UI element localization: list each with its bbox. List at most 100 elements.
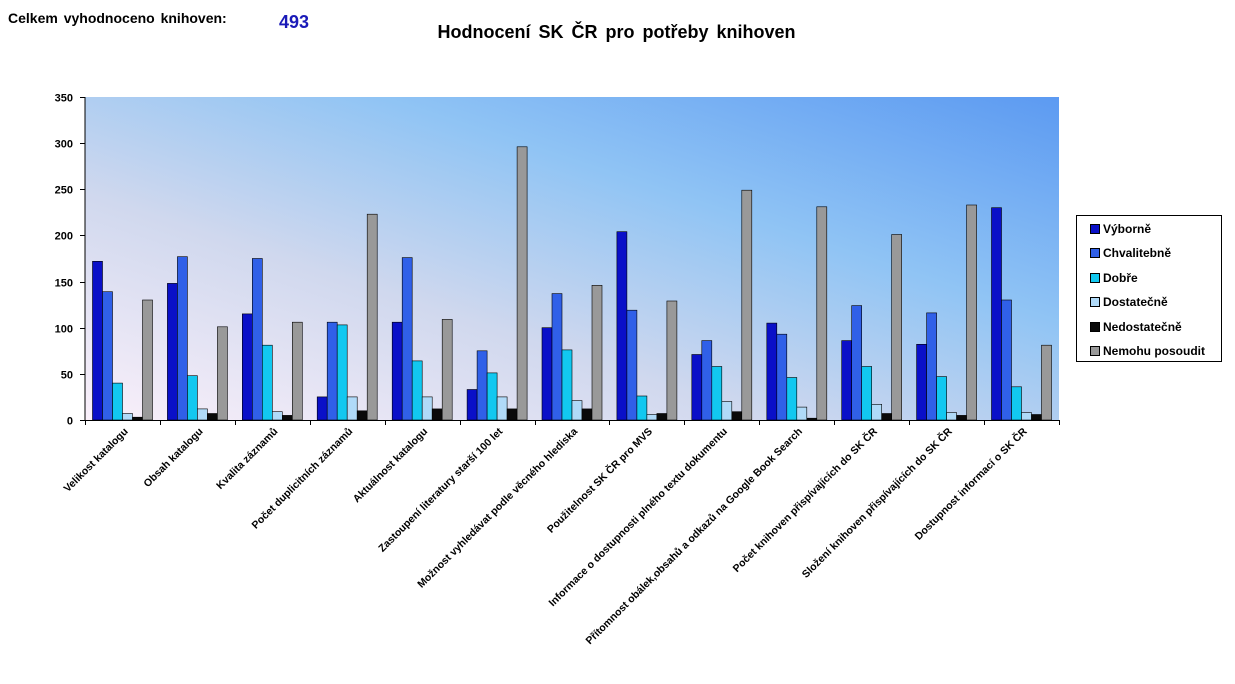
legend-swatch [1090, 272, 1100, 283]
bar-4-9 [721, 401, 733, 421]
bar-4-1 [122, 413, 133, 421]
bar-6-10 [816, 206, 828, 421]
bar-3-10 [786, 377, 798, 421]
bar-2-2 [177, 256, 188, 421]
y-tick-label: 0 [67, 416, 73, 428]
legend-item-3: Dobře [1090, 270, 1138, 286]
bar-2-11 [851, 305, 863, 421]
bar-1-4 [316, 396, 328, 421]
bar-5-7 [581, 408, 593, 421]
bar-5-3 [281, 415, 293, 421]
total-evaluated-label: Celkem vyhodnoceno knihoven: [8, 10, 227, 26]
legend-label: Dostatečně [1103, 295, 1168, 310]
y-tick-label: 200 [55, 231, 73, 243]
bar-6-6 [516, 146, 528, 421]
bar-2-12 [926, 312, 937, 421]
bar-2-9 [701, 340, 713, 421]
bar-2-3 [252, 258, 263, 421]
bar-2-8 [626, 309, 638, 421]
legend-item-4: Dostatečně [1090, 294, 1168, 310]
bar-1-9 [691, 354, 703, 421]
bar-6-4 [366, 213, 378, 421]
bar-2-13 [1001, 299, 1012, 421]
y-tick-label: 350 [55, 93, 73, 105]
bar-5-11 [881, 413, 893, 421]
bar-3-4 [336, 324, 348, 421]
bar-5-12 [956, 415, 967, 421]
bar-4-2 [197, 408, 208, 421]
bar-3-6 [486, 372, 498, 421]
legend-label: Dobře [1103, 270, 1138, 285]
bar-4-8 [646, 414, 658, 421]
legend-swatch [1090, 297, 1100, 308]
legend-item-5: Nedostatečně [1090, 319, 1182, 335]
bar-6-12 [966, 204, 977, 421]
legend-swatch [1090, 224, 1100, 234]
bar-2-1 [102, 291, 113, 421]
bar-1-12 [916, 343, 927, 421]
category-label-2: Obsah katalogu [141, 426, 205, 490]
bar-3-8 [636, 395, 648, 421]
bar-1-6 [466, 389, 478, 421]
legend-swatch [1090, 248, 1100, 259]
bar-4-3 [271, 411, 283, 421]
bar-3-3 [261, 344, 273, 421]
total-evaluated-value: 493 [279, 12, 310, 32]
bar-4-11 [871, 403, 883, 421]
bar-3-9 [711, 366, 723, 421]
bar-4-10 [796, 406, 808, 421]
bar-4-4 [346, 396, 358, 421]
y-tick-label: 300 [55, 139, 73, 151]
bar-5-2 [207, 413, 218, 421]
bar-5-1 [132, 416, 143, 421]
bar-6-1 [142, 299, 153, 421]
bar-2-6 [476, 350, 488, 421]
bar-6-7 [591, 284, 603, 421]
legend-swatch [1090, 321, 1100, 332]
legend-label: Nedostatečně [1103, 319, 1182, 334]
chart-title: Hodnocení SK ČR pro potřeby knihoven [437, 22, 796, 42]
bar-4-5 [421, 396, 433, 421]
bar-6-5 [441, 319, 453, 421]
bar-1-1 [92, 260, 103, 421]
bar-1-2 [167, 283, 178, 421]
category-label-9: Informace o dostupnosti plného textu dok… [547, 426, 730, 609]
bar-1-11 [841, 340, 853, 421]
bar-2-7 [551, 293, 563, 421]
y-tick-label: 150 [55, 278, 73, 290]
legend-label: Výborně [1103, 222, 1152, 236]
bar-6-13 [1041, 344, 1052, 421]
bar-4-13 [1021, 412, 1032, 421]
bar-3-2 [187, 375, 198, 421]
legend-item-6: Nemohu posoudit [1090, 343, 1205, 359]
category-label-11: Počet knihoven přispívajících do SK ČR [730, 425, 880, 575]
legend-label: Nemohu posoudit [1103, 344, 1205, 358]
bar-4-12 [946, 412, 957, 421]
bar-6-3 [291, 321, 303, 421]
bar-2-4 [326, 321, 338, 421]
bar-1-13 [991, 207, 1002, 421]
bar-3-1 [112, 382, 123, 421]
bar-3-11 [861, 366, 873, 421]
bar-1-3 [242, 313, 253, 421]
bar-3-5 [411, 360, 423, 421]
bar-6-11 [891, 234, 903, 421]
legend-label: Chvalitebně [1103, 246, 1172, 261]
bar-3-13 [1011, 386, 1022, 421]
bar-2-10 [776, 333, 788, 421]
bar-5-10 [806, 417, 818, 421]
bar-5-4 [356, 410, 368, 421]
bar-5-13 [1031, 414, 1042, 421]
bar-5-6 [506, 408, 518, 421]
bar-4-7 [571, 400, 583, 421]
bar-1-8 [616, 231, 628, 421]
legend-item-1: Výborně [1090, 221, 1151, 237]
bar-6-9 [741, 189, 753, 421]
bar-2-5 [401, 257, 413, 421]
bar-3-12 [936, 376, 947, 421]
bar-5-5 [431, 408, 443, 421]
legend-swatch [1090, 346, 1100, 356]
category-label-5: Aktuálnost katalogu [351, 426, 430, 505]
bar-3-7 [561, 349, 573, 421]
